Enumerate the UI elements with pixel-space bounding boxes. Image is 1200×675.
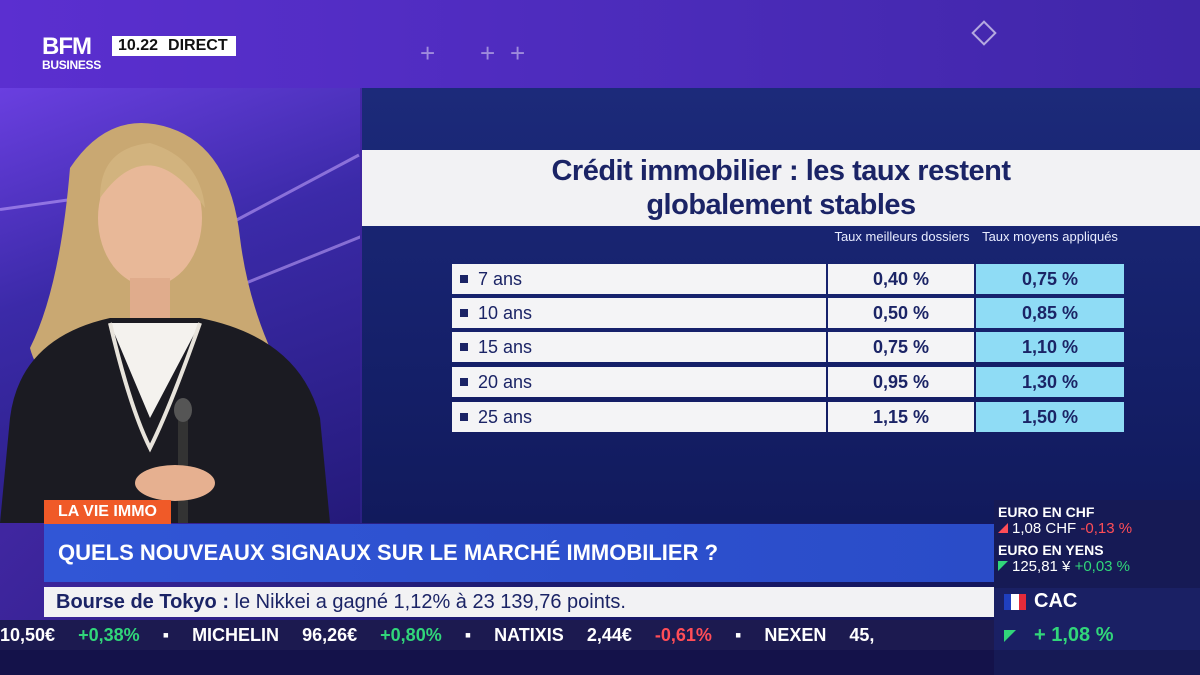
col-header-best: Taux meilleurs dossiers — [834, 229, 970, 244]
col-header-avg: Taux moyens appliqués — [982, 229, 1118, 244]
ticker-item: MICHELIN — [192, 625, 280, 645]
yen-value: 125,81 ¥ — [1012, 558, 1071, 575]
cell-best: 0,40 % — [828, 264, 974, 294]
chf-change: -0,13 % — [1080, 520, 1133, 537]
stock-ticker: 10,50€ +0,38% ▪ MICHELIN 96,26€ +0,80% ▪… — [0, 620, 994, 650]
cell-avg: 0,75 % — [976, 264, 1124, 294]
chf-value: 1,08 CHF — [1012, 520, 1077, 537]
info-bar: Bourse de Tokyo : le Nikkei a gagné 1,12… — [44, 587, 994, 617]
ticker-item: 2,44€ — [586, 625, 632, 645]
ticker-item: 96,26€ — [302, 625, 358, 645]
live-label: DIRECT — [168, 37, 228, 54]
headline: QUELS NOUVEAUX SIGNAUX SUR LE MARCHÉ IMM… — [44, 524, 994, 582]
ticker-separator: ▪ — [734, 625, 742, 645]
market-value: 1,08 CHF -0,13 % — [998, 520, 1132, 538]
cell-best: 0,95 % — [828, 367, 974, 397]
plus-decoration-icon: + — [480, 38, 496, 68]
ticker-item: -0,61% — [654, 625, 712, 645]
bullet-icon — [460, 378, 468, 387]
row-label: 25 ans — [478, 407, 533, 427]
yen-change: +0,03 % — [1074, 558, 1131, 575]
table-row: 25 ans — [452, 402, 826, 432]
table-row: 20 ans — [452, 367, 826, 397]
rates-graphic: Crédit immobilier : les taux restent glo… — [362, 88, 1200, 523]
market-cac: CAC + 1,08 % — [994, 588, 1200, 650]
ticker-item: 45, — [849, 625, 875, 645]
logo-business: BUSINESS — [42, 58, 101, 72]
table-row: 7 ans — [452, 264, 826, 294]
up-arrow-icon — [1004, 630, 1016, 642]
market-chf: EURO EN CHF 1,08 CHF -0,13 % — [998, 504, 1132, 538]
graphic-title-line2: globalement stables — [646, 189, 916, 221]
plus-decoration-icon: + — [510, 38, 526, 68]
table-row: 15 ans — [452, 332, 826, 362]
cell-avg: 1,30 % — [976, 367, 1124, 397]
bullet-icon — [460, 343, 468, 352]
cac-name: CAC — [1034, 590, 1078, 612]
channel-logo: BFM BUSINESS — [42, 33, 108, 76]
row-label: 15 ans — [478, 337, 533, 357]
cell-best: 1,15 % — [828, 402, 974, 432]
market-name: EURO EN CHF — [998, 504, 1095, 520]
ticker-item: 10,50€ — [0, 625, 56, 645]
down-arrow-icon — [998, 523, 1008, 533]
logo-bfm: BFM — [42, 33, 92, 60]
cac-change: + 1,08 % — [1034, 624, 1114, 646]
info-bold: Bourse de Tokyo : — [56, 591, 229, 613]
bullet-icon — [460, 275, 468, 284]
table-row: 10 ans — [452, 298, 826, 328]
market-yen: EURO EN YENS 125,81 ¥ +0,03 % — [998, 542, 1130, 576]
segment-tag: LA VIE IMMO — [44, 500, 171, 524]
plus-decoration-icon: + — [420, 38, 436, 68]
graphic-title-line1: Crédit immobilier : les taux restent — [551, 155, 1011, 187]
market-name: EURO EN YENS — [998, 542, 1104, 558]
ticker-separator: ▪ — [162, 625, 170, 645]
bullet-icon — [460, 413, 468, 422]
cell-avg: 0,85 % — [976, 298, 1124, 328]
ticker-item: NATIXIS — [494, 625, 564, 645]
row-label: 7 ans — [478, 269, 523, 289]
france-flag-icon — [1004, 594, 1026, 610]
cell-avg: 1,10 % — [976, 332, 1124, 362]
ticker-item: NEXEN — [764, 625, 827, 645]
cell-best: 0,50 % — [828, 298, 974, 328]
ticker-item: +0,38% — [78, 625, 140, 645]
ticker-separator: ▪ — [464, 625, 472, 645]
row-label: 10 ans — [478, 303, 533, 323]
clock-time: 10.22 — [118, 37, 159, 54]
cell-avg: 1,50 % — [976, 402, 1124, 432]
up-arrow-icon — [998, 561, 1008, 571]
cell-best: 0,75 % — [828, 332, 974, 362]
ticker-item: +0,80% — [380, 625, 442, 645]
row-label: 20 ans — [478, 372, 533, 392]
presenter-video — [0, 88, 360, 523]
info-text: le Nikkei a gagné 1,12% à 23 139,76 poin… — [229, 591, 626, 613]
live-clock: 10.22 DIRECT — [112, 36, 236, 56]
graphic-title: Crédit immobilier : les taux restent glo… — [362, 150, 1200, 226]
presenter-figure — [0, 123, 330, 523]
market-value: 125,81 ¥ +0,03 % — [998, 558, 1130, 576]
bullet-icon — [460, 309, 468, 318]
